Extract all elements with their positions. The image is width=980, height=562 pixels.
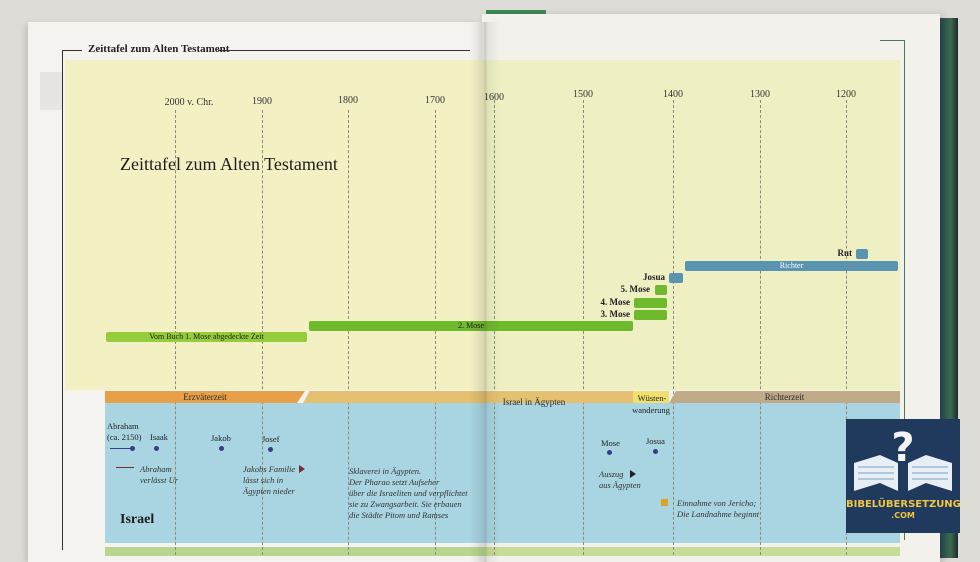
isaak-dot: [154, 446, 159, 451]
tick-label: 2000 v. Chr.: [164, 97, 214, 108]
auszug-line1: Auszug: [599, 469, 624, 479]
header-rule: [218, 50, 470, 51]
tick-label: 1200: [836, 89, 856, 100]
sklaverei-line2: Der Pharao setzt Aufseher: [349, 477, 440, 487]
jericho-line1: Einnahme von Jericho;: [677, 498, 757, 508]
bar-genesis: Vom Buch 1. Mose abgedeckte Zeit: [106, 332, 307, 342]
abraham-ur-arrow: [116, 467, 134, 468]
gridline-1200: [846, 100, 847, 555]
open-book-icon: [854, 455, 952, 491]
tick-label: 1600: [484, 92, 504, 103]
israel-band-label: Israel: [120, 512, 155, 527]
sklaverei-line1: Sklaverei in Ägypten.: [349, 466, 422, 476]
era-israel-in-aegypten: [303, 391, 633, 403]
josef-dot: [268, 447, 273, 452]
jakob-label: Jakob: [211, 433, 231, 443]
era-wuesten-label-line1: Wüsten-: [637, 393, 667, 403]
abraham-note-line2: verlässt Ur: [140, 475, 179, 485]
josua-label: Josua: [646, 436, 665, 446]
era-wuesten-label-line2: wanderung: [632, 405, 670, 415]
jakob-note-line1: Jakobs Familie: [243, 464, 296, 474]
jakob-note-line3: Ägypten nieder: [243, 486, 295, 496]
question-mark-icon: ?: [891, 425, 915, 471]
josef-label: Josef: [262, 434, 280, 444]
tick-label: 1900: [252, 96, 272, 107]
label-numbers: 4. Mose: [600, 297, 631, 307]
era-israel-in-aegypten-label: Israel in Ägypten: [502, 397, 566, 407]
israel-band: [105, 403, 900, 543]
sklaverei-line4: sie zu Zwangsarbeit. Sie erbauen: [349, 499, 462, 509]
sklaverei-line3: über die Israeliten und verpflichtet: [349, 488, 468, 498]
jakob-arrow-icon: [299, 465, 305, 473]
running-header-title: Zeittafel zum Alten Testament: [88, 43, 230, 55]
tick-label: 1700: [425, 95, 445, 106]
bar-joshua: [669, 273, 683, 283]
timeline-upper-area-right: [484, 60, 900, 390]
tick-label: 1300: [750, 89, 770, 100]
bar-judges: Richter: [685, 261, 898, 271]
label-ruth: Rut: [837, 248, 852, 258]
josua-dot: [653, 449, 658, 454]
gridline-1700: [435, 110, 436, 555]
abraham-date-label: (ca. 2150): [107, 432, 142, 442]
abraham-arrow: [110, 448, 130, 449]
next-band-strip-right: [484, 547, 900, 556]
logo-name: BIBELÜBERSETZUNG: [846, 499, 961, 510]
label-leviticus: 3. Mose: [600, 309, 631, 319]
era-erzvaeter: Erzväterzeit: [105, 391, 305, 403]
logo-domain: .COM: [891, 511, 915, 520]
jericho-line2: Die Landnahme beginnt: [677, 509, 760, 519]
isaak-label: Isaak: [150, 432, 168, 442]
auszug-line2: aus Ägypten: [599, 480, 641, 490]
label-joshua: Josua: [642, 272, 665, 282]
tick-label: 1500: [573, 89, 593, 100]
tick-label: 1800: [338, 95, 358, 106]
sklaverei-line5: die Städte Pitom und Ramses: [349, 510, 449, 520]
gridline-1800: [348, 110, 349, 555]
jakob-note-line2: lässt sich in: [243, 475, 284, 485]
gridline-1400: [673, 100, 674, 555]
abraham-note-line1: Abraham: [140, 464, 172, 474]
header-rule: [62, 50, 82, 51]
bar-leviticus: [634, 310, 667, 320]
auszug-arrow-icon: [630, 470, 636, 478]
header-rule: [880, 40, 904, 41]
mose-dot: [607, 450, 612, 455]
book-gutter: [470, 22, 500, 562]
bar-numbers: [634, 298, 667, 308]
abraham-dot: [130, 446, 135, 451]
bar-ruth: [856, 249, 868, 259]
bar-exodus: 2. Mose: [309, 321, 633, 331]
era-richterzeit: Richterzeit: [669, 391, 900, 403]
page-frame-rule: [904, 40, 905, 540]
jakob-dot: [219, 446, 224, 451]
page-frame-rule: [62, 50, 63, 550]
chart-title: Zeittafel zum Alten Testament: [120, 154, 338, 174]
bibeluebersetzung-logo: ? BIBELÜBERSETZUNG .COM: [846, 419, 961, 533]
abraham-label: Abraham: [107, 421, 139, 431]
label-deuteronomy: 5. Mose: [620, 284, 651, 294]
gridline-1300: [760, 100, 761, 555]
tick-label: 1400: [663, 89, 683, 100]
mose-label: Mose: [601, 438, 620, 448]
jericho-marker: [661, 499, 668, 506]
bar-deuteronomy: [655, 285, 667, 295]
era-wuestenwanderung: [633, 391, 669, 403]
show-through-mark: [40, 72, 62, 110]
